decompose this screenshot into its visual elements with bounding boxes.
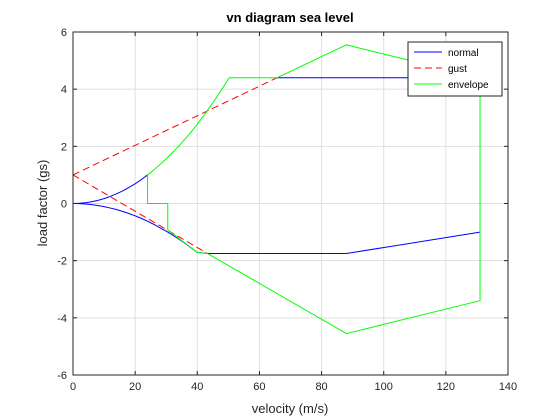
y-tick-label: -6 [57, 370, 67, 382]
y-axis-label: load factor (gs) [35, 160, 50, 247]
gust-series-line [72, 174, 208, 254]
legend-label-envelope: envelope [448, 80, 489, 91]
x-tick-label: 0 [70, 381, 76, 393]
y-tick-label: 0 [61, 199, 67, 211]
x-tick-label: 100 [375, 381, 393, 393]
legend-label-normal: normal [448, 48, 479, 59]
x-tick-label: 140 [499, 381, 517, 393]
x-tick-label: 80 [315, 381, 327, 393]
y-tick-label: -4 [57, 313, 67, 325]
x-tick-label: 20 [129, 381, 141, 393]
y-tick-label: -2 [57, 256, 67, 268]
legend-box [407, 41, 503, 97]
x-tick-label: 60 [253, 381, 265, 393]
chart-title: vn diagram sea level [226, 10, 353, 25]
legend-label-gust: gust [448, 64, 467, 75]
x-tick-label: 120 [437, 381, 455, 393]
envelope-series-line [147, 44, 481, 335]
gust-series-line [72, 77, 278, 176]
y-tick-label: 6 [61, 27, 67, 39]
normal-series-line [72, 174, 148, 204]
y-tick-label: 2 [61, 141, 67, 153]
y-tick-label: 4 [61, 84, 67, 96]
x-axis-label: velocity (m/s) [252, 401, 329, 416]
x-tick-label: 40 [191, 381, 203, 393]
